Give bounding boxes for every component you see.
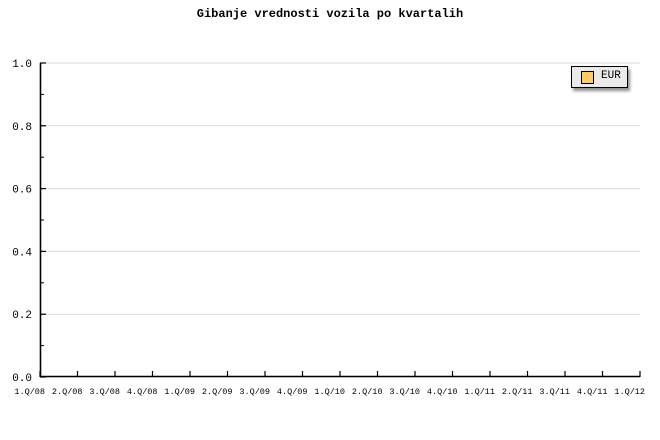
svg-text:1.Q/10: 1.Q/10 — [314, 387, 345, 397]
svg-text:4.Q/10: 4.Q/10 — [427, 387, 458, 397]
svg-text:4.Q/11: 4.Q/11 — [577, 387, 608, 397]
svg-text:1.Q/09: 1.Q/09 — [164, 387, 195, 397]
svg-text:3.Q/08: 3.Q/08 — [89, 387, 120, 397]
svg-text:3.Q/09: 3.Q/09 — [239, 387, 270, 397]
svg-text:2.Q/09: 2.Q/09 — [202, 387, 233, 397]
svg-text:2.Q/10: 2.Q/10 — [352, 387, 383, 397]
svg-text:0.2: 0.2 — [12, 310, 32, 322]
svg-text:0.4: 0.4 — [12, 247, 32, 259]
svg-text:1.0: 1.0 — [12, 59, 32, 71]
svg-text:0.6: 0.6 — [12, 185, 32, 197]
svg-text:0.8: 0.8 — [12, 122, 32, 134]
svg-text:4.Q/08: 4.Q/08 — [127, 387, 158, 397]
svg-text:4.Q/09: 4.Q/09 — [277, 387, 308, 397]
svg-text:2.Q/11: 2.Q/11 — [502, 387, 533, 397]
svg-text:1.Q/11: 1.Q/11 — [464, 387, 495, 397]
svg-text:2.Q/08: 2.Q/08 — [52, 387, 83, 397]
svg-text:3.Q/11: 3.Q/11 — [539, 387, 570, 397]
svg-text:0.0: 0.0 — [12, 373, 32, 385]
svg-text:1.Q/08: 1.Q/08 — [14, 387, 45, 397]
svg-text:1.Q/12: 1.Q/12 — [614, 387, 645, 397]
svg-text:3.Q/10: 3.Q/10 — [389, 387, 420, 397]
